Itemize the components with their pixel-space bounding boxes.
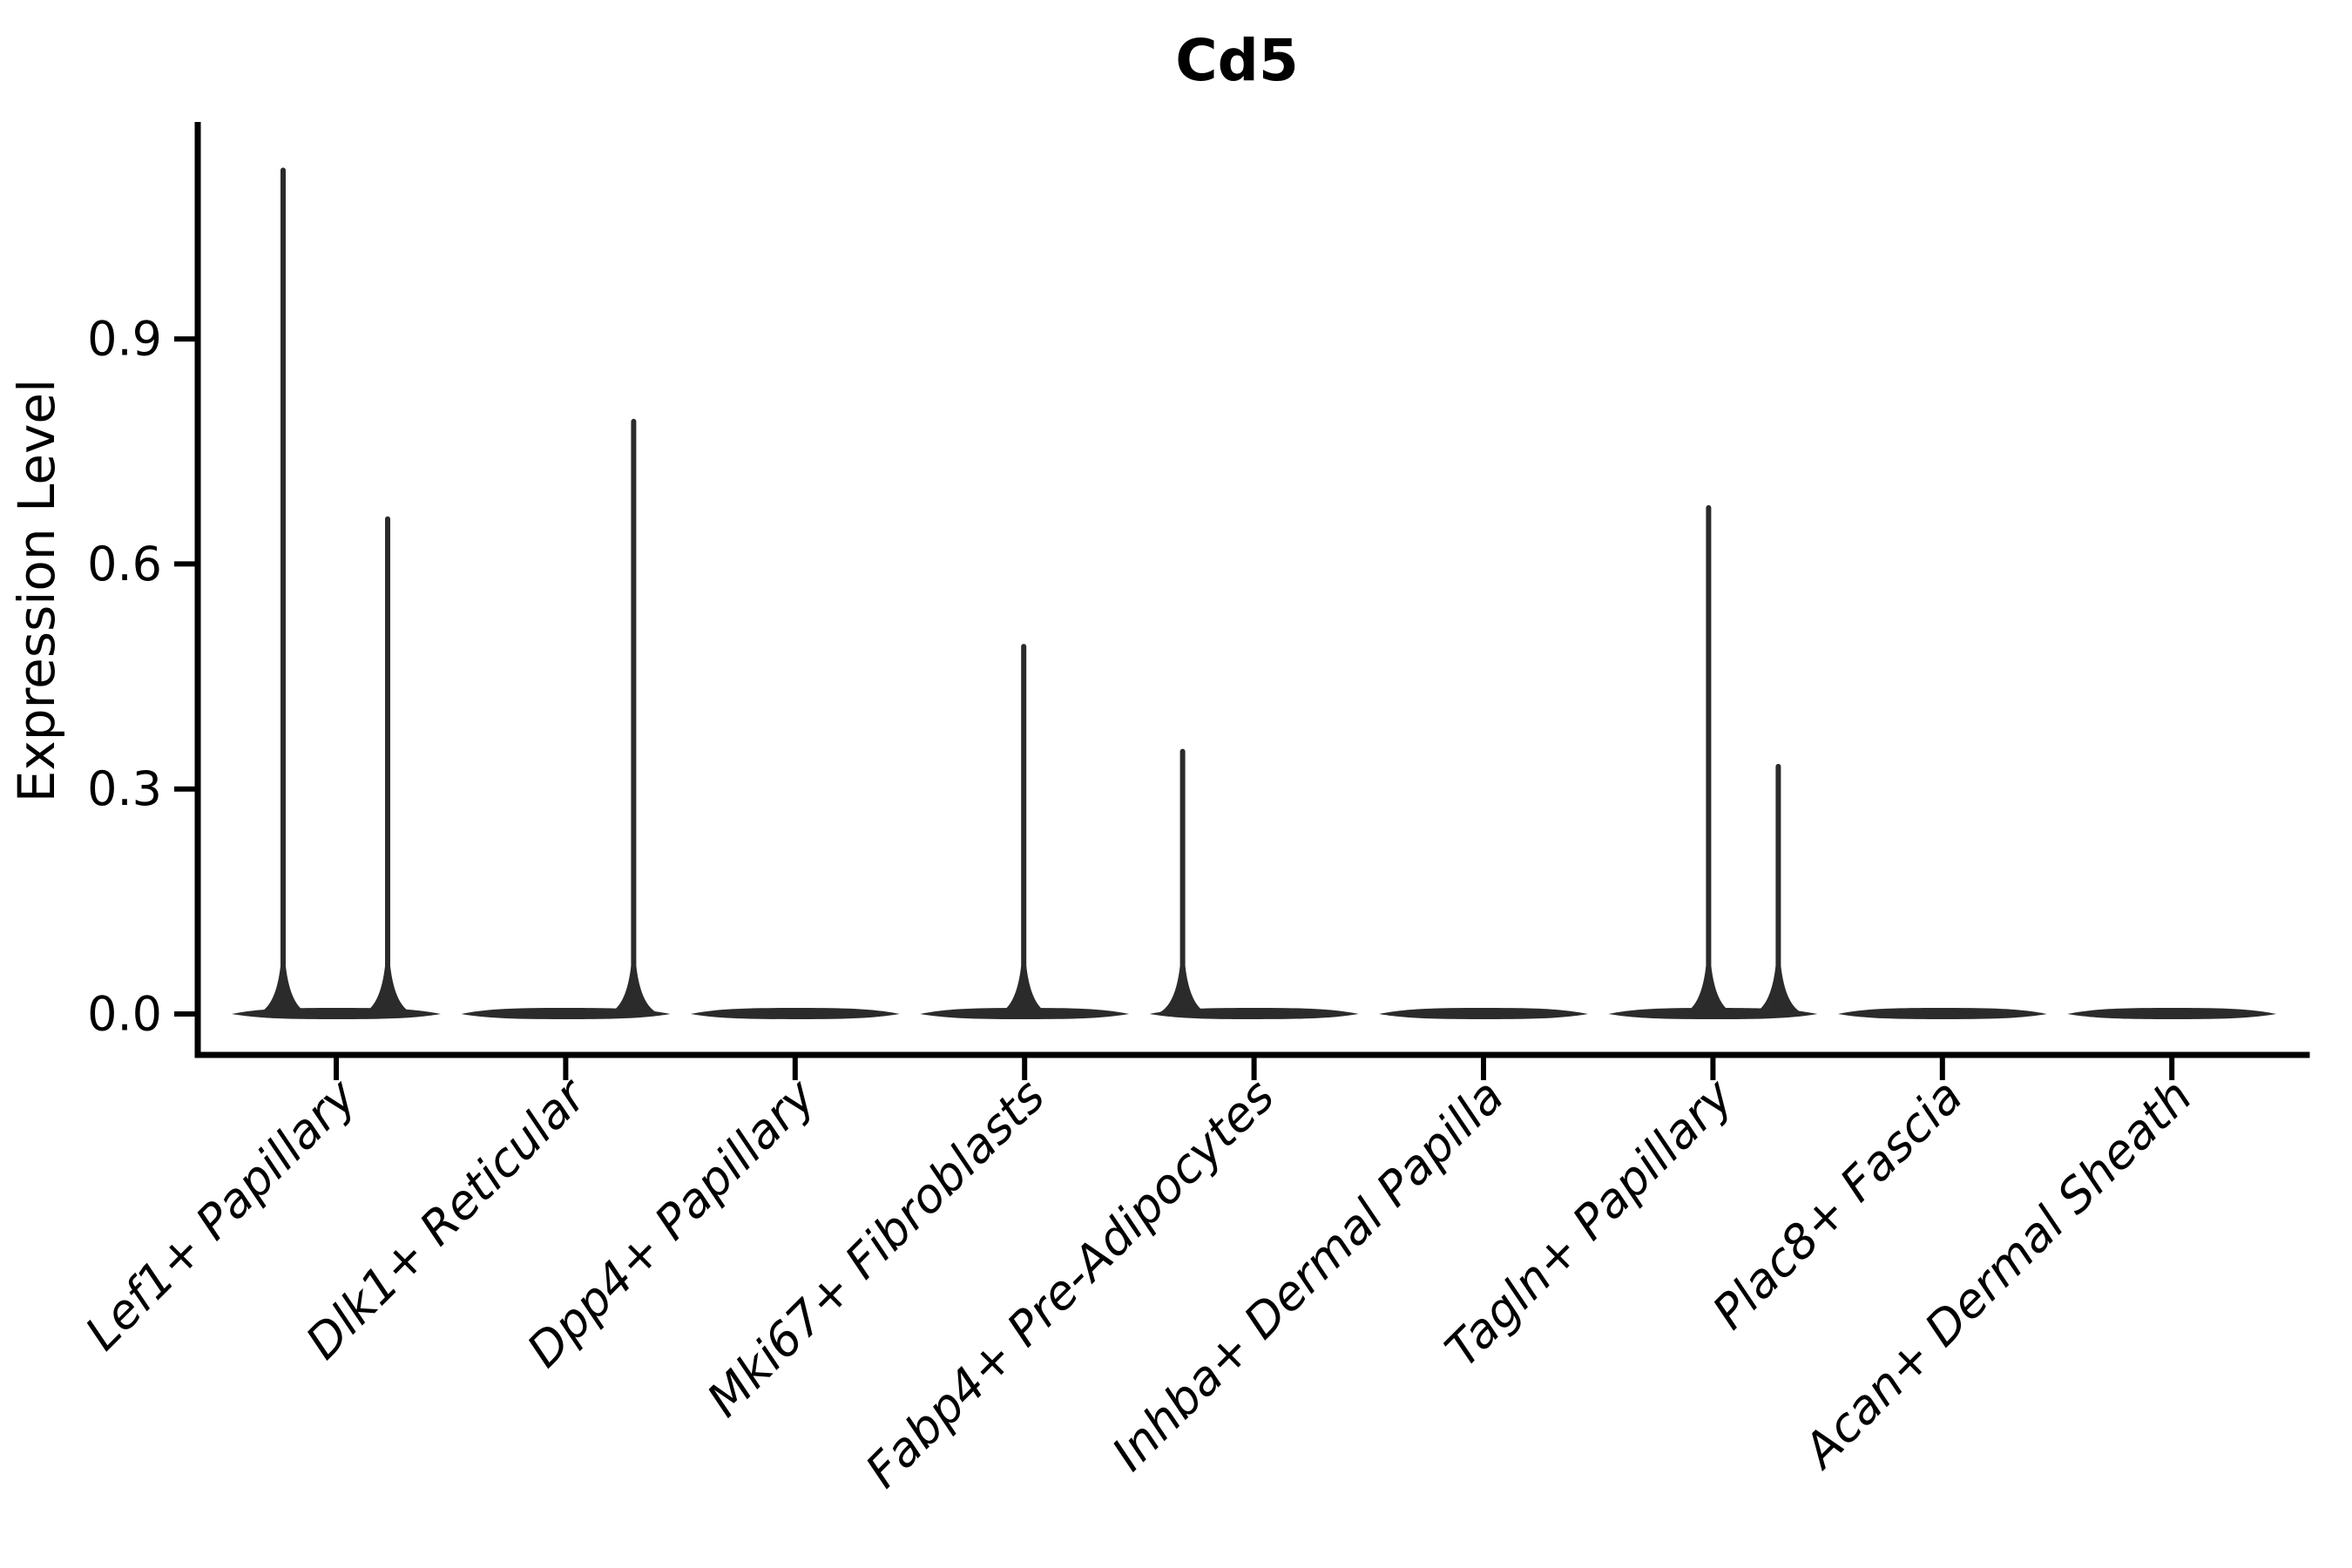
violin-base bbox=[1379, 1008, 1588, 1019]
violin-base bbox=[1837, 1008, 2047, 1019]
y-axis-label: Expression Level bbox=[7, 379, 66, 802]
x-tick-label: Fabp4+ Pre-Adipocytes bbox=[855, 1069, 1284, 1498]
x-tick-label: Inhba+ Dermal Papilla bbox=[1101, 1069, 1514, 1482]
y-tick-label: 0.0 bbox=[87, 987, 162, 1042]
x-tick-label: Acan+ Dermal Sheath bbox=[1791, 1069, 2202, 1480]
violin-base bbox=[2067, 1008, 2277, 1019]
chart-title: Cd5 bbox=[1175, 27, 1299, 94]
y-axis-spine bbox=[194, 122, 201, 1058]
y-tick-label: 0.6 bbox=[87, 537, 162, 591]
violins-group bbox=[232, 167, 2277, 1019]
violin-base bbox=[232, 1008, 441, 1019]
y-axis-ticks: 0.0 0.3 0.6 0.9 bbox=[87, 312, 195, 1042]
violin-base bbox=[690, 1008, 900, 1019]
y-tick-label: 0.3 bbox=[87, 761, 162, 816]
y-tick-label: 0.9 bbox=[87, 312, 162, 367]
x-axis-spine bbox=[194, 1051, 2310, 1058]
